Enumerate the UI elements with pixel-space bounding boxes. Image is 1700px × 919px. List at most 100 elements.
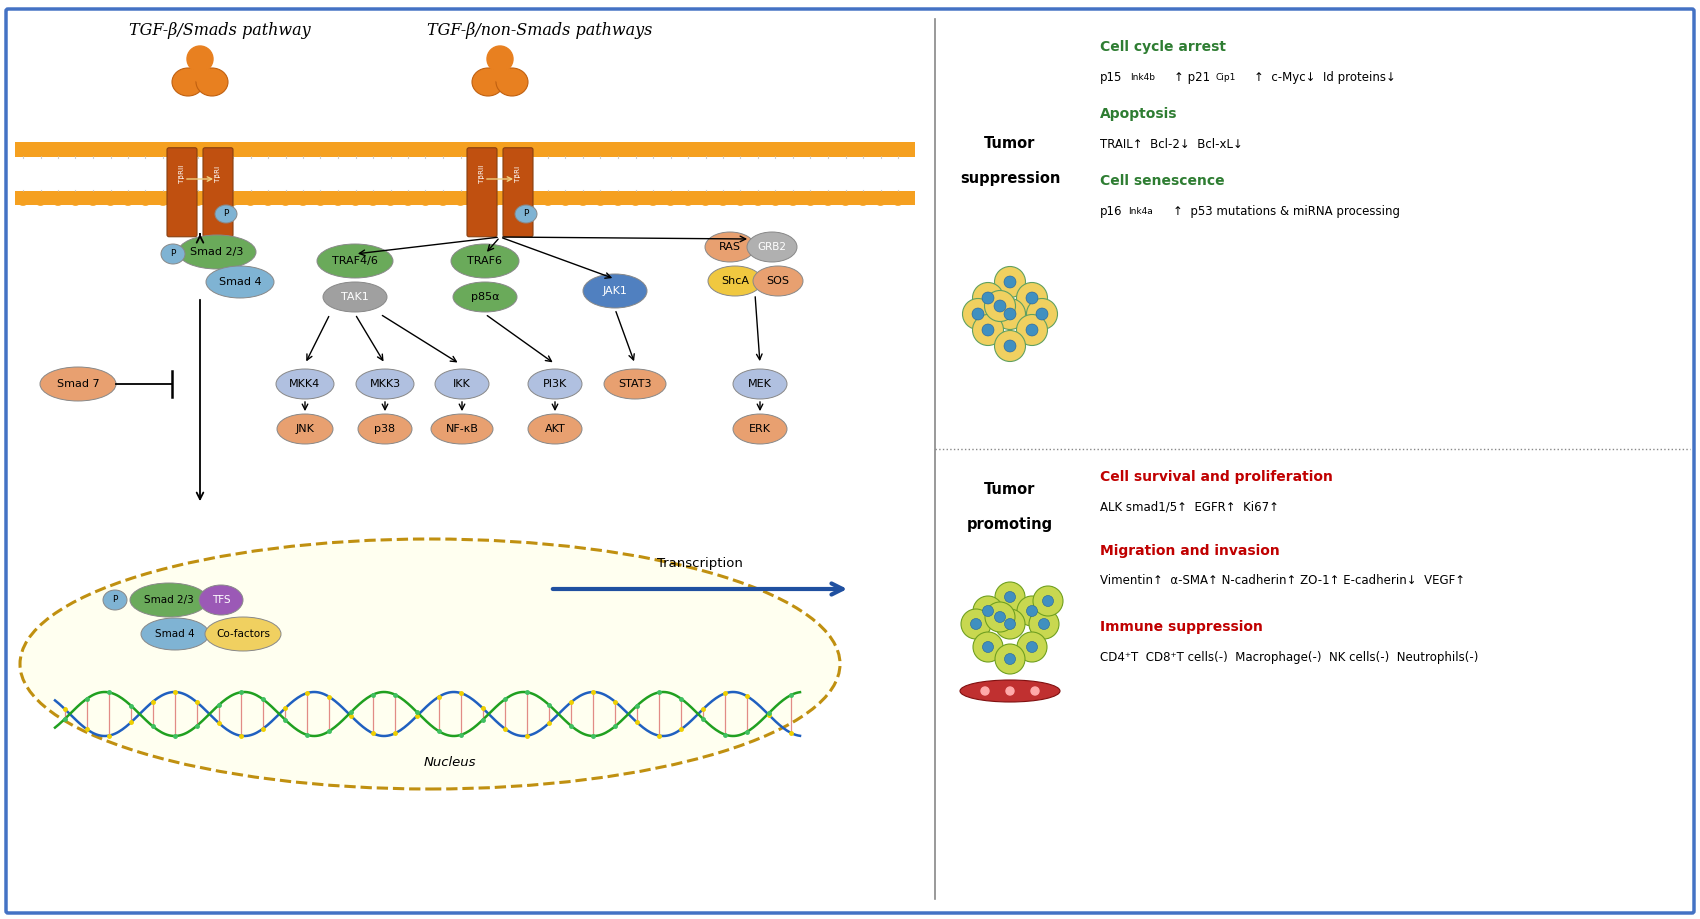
Ellipse shape [583,274,648,308]
Circle shape [1005,308,1017,320]
Circle shape [332,142,345,156]
Ellipse shape [214,205,236,223]
Circle shape [384,142,398,156]
Ellipse shape [206,617,280,651]
Circle shape [983,641,993,652]
Text: Smad 4: Smad 4 [219,277,262,287]
Text: Transcription: Transcription [658,558,743,571]
Text: P: P [112,596,117,605]
Ellipse shape [199,585,243,615]
Circle shape [972,596,1003,626]
Ellipse shape [275,369,333,399]
Circle shape [17,142,29,156]
Text: TβRII: TβRII [178,165,185,183]
Circle shape [1017,314,1047,346]
Circle shape [994,582,1025,612]
Circle shape [348,192,362,205]
Circle shape [1027,641,1037,652]
Circle shape [994,299,1025,330]
Circle shape [857,142,869,156]
FancyBboxPatch shape [7,9,1693,913]
Ellipse shape [141,618,209,650]
Circle shape [984,602,1015,632]
Circle shape [1035,308,1047,320]
Text: TRAIL↑  Bcl-2↓  Bcl-xL↓: TRAIL↑ Bcl-2↓ Bcl-xL↓ [1100,138,1243,151]
Circle shape [682,192,695,205]
Circle shape [192,142,204,156]
Circle shape [665,192,677,205]
Text: CD4⁺T  CD8⁺T cells(-)  Macrophage(-)  NK cells(-)  Neutrophils(-): CD4⁺T CD8⁺T cells(-) Macrophage(-) NK ce… [1100,651,1479,664]
Circle shape [629,142,643,156]
Circle shape [787,192,799,205]
Circle shape [984,290,1015,322]
Circle shape [874,142,887,156]
Circle shape [367,192,379,205]
FancyBboxPatch shape [468,148,496,237]
Text: STAT3: STAT3 [619,379,651,389]
Circle shape [314,142,326,156]
Text: IKK: IKK [454,379,471,389]
Circle shape [1027,606,1037,617]
Text: ERK: ERK [750,424,772,434]
Ellipse shape [323,282,388,312]
Bar [15,189,915,205]
Ellipse shape [316,244,393,278]
Text: TGF-β/Smads pathway: TGF-β/Smads pathway [129,22,311,40]
Circle shape [593,192,607,205]
Circle shape [559,142,571,156]
Circle shape [226,192,240,205]
Circle shape [751,142,765,156]
Circle shape [804,142,818,156]
Text: suppression: suppression [960,172,1061,187]
Circle shape [821,192,835,205]
Circle shape [209,192,223,205]
Text: GRB2: GRB2 [758,242,787,252]
Text: Nucleus: Nucleus [423,756,476,769]
Ellipse shape [41,367,116,401]
Circle shape [418,192,432,205]
Text: Cell cycle arrest: Cell cycle arrest [1100,40,1226,54]
Text: ↑ p21: ↑ p21 [1175,71,1210,84]
Circle shape [983,606,993,617]
Bar [15,157,915,191]
Circle shape [960,609,991,639]
Ellipse shape [452,282,517,312]
Circle shape [646,142,660,156]
FancyBboxPatch shape [202,148,233,237]
Text: TβRII: TβRII [479,165,484,183]
Circle shape [486,46,513,72]
Text: TAK1: TAK1 [342,292,369,302]
Circle shape [192,192,204,205]
Circle shape [994,609,1025,639]
Circle shape [612,142,624,156]
Ellipse shape [496,68,529,96]
Circle shape [983,292,994,304]
Circle shape [1006,687,1013,695]
Text: TβRI: TβRI [515,166,520,182]
Circle shape [1034,586,1062,616]
Text: TβRI: TβRI [214,166,221,182]
Circle shape [1005,276,1017,288]
Text: Apoptosis: Apoptosis [1100,107,1178,121]
Circle shape [1017,596,1047,626]
Circle shape [699,142,712,156]
Circle shape [104,192,117,205]
Text: Cip1: Cip1 [1216,73,1236,82]
Circle shape [245,142,257,156]
Circle shape [1005,653,1015,664]
Circle shape [768,142,782,156]
Ellipse shape [129,583,207,617]
Circle shape [454,192,468,205]
Ellipse shape [753,266,802,296]
Circle shape [490,142,502,156]
Circle shape [121,142,134,156]
Circle shape [87,142,100,156]
Circle shape [972,282,1003,313]
Circle shape [173,192,187,205]
Circle shape [972,308,984,320]
Text: NF-κB: NF-κB [445,424,478,434]
Circle shape [17,192,29,205]
Ellipse shape [435,369,490,399]
Circle shape [226,142,240,156]
Text: MKK3: MKK3 [369,379,401,389]
